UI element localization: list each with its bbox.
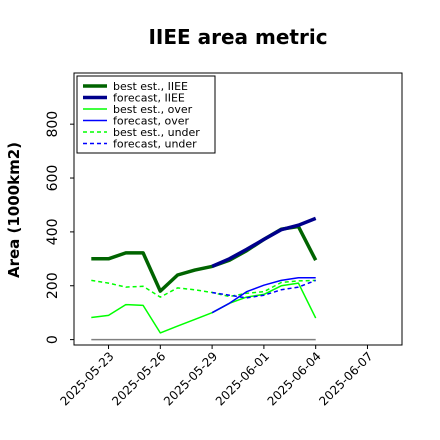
chart-title: IIEE area metric: [148, 25, 327, 49]
x-tick-label: 2025-06-04: [265, 349, 324, 408]
y-tick-label: 600: [45, 165, 61, 192]
legend-label: best est., over: [113, 103, 193, 116]
legend-label: forecast, under: [113, 138, 197, 151]
legend-label: best est., IIEE: [113, 80, 188, 93]
y-tick-label: 800: [45, 111, 61, 138]
series-line-4: [91, 279, 316, 298]
series-line-5: [211, 279, 316, 299]
legend-box: [76, 75, 216, 154]
x-tick-label: 2025-05-29: [161, 349, 220, 408]
x-tick-label: 2025-05-26: [109, 349, 168, 408]
legend-label: forecast, IIEE: [113, 92, 185, 105]
y-axis-label: Area (1000km2): [5, 142, 23, 278]
x-tick-label: 2025-05-23: [57, 349, 116, 408]
plot-frame: [73, 72, 403, 346]
series-line-1: [211, 216, 317, 269]
y-tick-label: 400: [45, 219, 61, 246]
series-line-0: [91, 224, 318, 293]
x-tick-label: 2025-06-01: [213, 349, 272, 408]
y-tick-label: 200: [45, 272, 61, 299]
series-line-2: [91, 282, 317, 334]
x-tick-label: 2025-06-07: [316, 349, 375, 408]
legend-label: forecast, over: [113, 115, 189, 128]
series-lines: [91, 216, 318, 341]
y-tick-label: 0: [45, 335, 61, 344]
series-line-3: [211, 276, 316, 314]
legend-label: best est., under: [113, 126, 200, 139]
